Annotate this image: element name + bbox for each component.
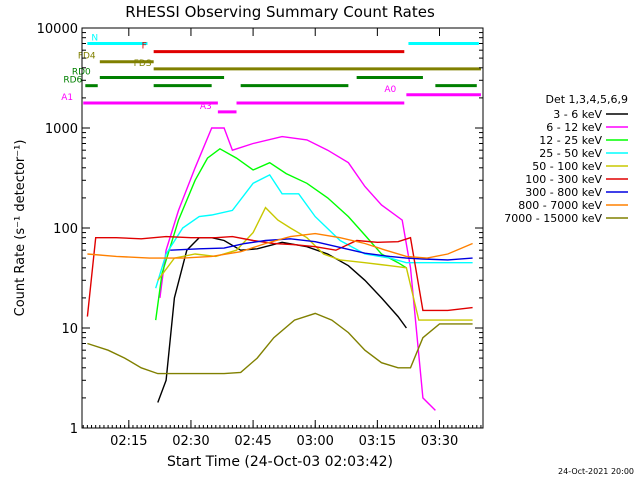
flag-label-rd0: RD0 bbox=[72, 67, 91, 77]
legend-label-3: 25 - 50 keV bbox=[539, 147, 602, 160]
x-tick-label-4: 03:15 bbox=[359, 434, 396, 449]
y-axis: 1 10 100 1000 10000 bbox=[37, 22, 483, 437]
flag-label-a3: A3 bbox=[200, 102, 212, 112]
flag-label-rd6: RD6 bbox=[63, 76, 82, 86]
legend-title: Det 1,3,4,5,6,9 bbox=[545, 93, 628, 106]
series-line-3 bbox=[155, 173, 473, 289]
x-tick-label-0: 02:15 bbox=[110, 434, 147, 449]
x-tick-label-5: 03:30 bbox=[421, 434, 458, 449]
legend-label-7: 800 - 7000 keV bbox=[518, 199, 602, 212]
series-line-7 bbox=[87, 232, 473, 259]
x-tick-label-2: 02:45 bbox=[234, 434, 271, 449]
y-tick-label-1: 10 bbox=[61, 322, 78, 337]
y-tick-label-2: 100 bbox=[53, 222, 78, 237]
legend-label-6: 300 - 800 keV bbox=[525, 186, 602, 199]
legend-label-2: 12 - 25 keV bbox=[539, 134, 602, 147]
series-line-8 bbox=[87, 312, 473, 375]
series-line-1 bbox=[159, 127, 436, 411]
flag-label-n: N bbox=[91, 33, 98, 43]
legend-label-0: 3 - 6 keV bbox=[553, 108, 602, 121]
flag-label-fds: FDS bbox=[134, 59, 152, 69]
series-group bbox=[86, 127, 473, 411]
y-tick-label-4: 10000 bbox=[37, 22, 78, 37]
flag-label-a1: A1 bbox=[61, 93, 73, 103]
y-axis-label: Count Rate (s⁻¹ detector⁻¹) bbox=[13, 140, 28, 317]
y-tick-label-0: 1 bbox=[70, 422, 78, 437]
flag-label-fd4: FD4 bbox=[78, 52, 96, 62]
legend-label-8: 7000 - 15000 keV bbox=[504, 212, 602, 225]
series-line-4 bbox=[157, 206, 473, 321]
series-line-0 bbox=[157, 236, 407, 403]
series-line-5 bbox=[86, 235, 473, 317]
x-tick-label-1: 02:30 bbox=[172, 434, 209, 449]
legend-label-1: 6 - 12 keV bbox=[546, 121, 602, 134]
y-tick-label-3: 1000 bbox=[45, 122, 78, 137]
series-line-6 bbox=[170, 238, 473, 261]
legend-label-4: 50 - 100 keV bbox=[532, 160, 602, 173]
chart-title: RHESSI Observing Summary Count Rates bbox=[125, 3, 435, 21]
x-tick-label-3: 03:00 bbox=[296, 434, 333, 449]
footer-date: 24-Oct-2021 20:00 bbox=[558, 467, 634, 476]
flag-label-f: F bbox=[142, 42, 147, 52]
series-line-2 bbox=[155, 147, 407, 321]
x-axis-label: Start Time (24-Oct-03 02:03:42) bbox=[167, 454, 393, 470]
legend-label-5: 100 - 300 keV bbox=[525, 173, 602, 186]
flag-label-a0: A0 bbox=[384, 85, 396, 95]
